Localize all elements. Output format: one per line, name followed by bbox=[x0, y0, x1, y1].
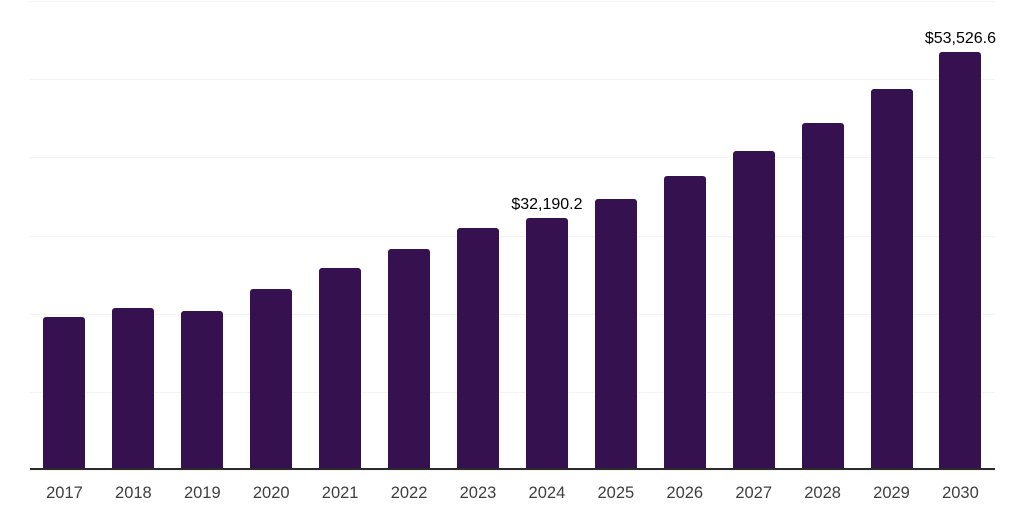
x-tick-label-2027: 2027 bbox=[735, 484, 773, 502]
x-tick-label-2018: 2018 bbox=[115, 484, 152, 502]
x-tick-label-2017: 2017 bbox=[46, 484, 83, 502]
bar-2030 bbox=[939, 51, 982, 470]
x-tick-label-2019: 2019 bbox=[183, 484, 221, 502]
gridline bbox=[30, 235, 995, 237]
bar-cell-2026 bbox=[650, 1, 719, 470]
bar-2024 bbox=[525, 218, 568, 470]
x-tick-label-2020: 2020 bbox=[252, 484, 290, 502]
gridline bbox=[30, 157, 995, 159]
x-tick-label-2025: 2025 bbox=[597, 484, 635, 502]
bar-cell-2020 bbox=[237, 1, 306, 470]
bar-cell-2024: $32,190.2 bbox=[511, 1, 583, 470]
bar-2021 bbox=[319, 267, 362, 470]
x-tick-label-2023: 2023 bbox=[459, 484, 497, 502]
x-axis-labels: 2017 2018 2019 2020 2021 2022 2023 2024 2025 2026… bbox=[30, 484, 995, 502]
x-tick-label-2026: 2026 bbox=[666, 484, 704, 502]
bars-group: $32,190.2 $53,526.6 bbox=[30, 1, 997, 470]
bar-value-label-2024: $32,190.2 bbox=[511, 196, 583, 214]
x-tick-label-2022: 2022 bbox=[390, 484, 428, 502]
bar-2027 bbox=[732, 151, 775, 470]
bar-cell-2025 bbox=[581, 1, 650, 470]
gridline bbox=[30, 470, 995, 471]
bar-cell-2030: $53,526.6 bbox=[924, 1, 997, 470]
bar-cell-2018 bbox=[99, 1, 168, 470]
bar-2020 bbox=[250, 288, 293, 470]
bar-2017 bbox=[43, 316, 86, 470]
bar-cell-2017 bbox=[30, 1, 99, 470]
bar-2028 bbox=[801, 122, 844, 470]
bar-cell-2029 bbox=[857, 1, 926, 470]
x-tick-label-2021: 2021 bbox=[321, 484, 359, 502]
bar-value-label-2030: $53,526.6 bbox=[924, 29, 997, 47]
bar-cell-2028 bbox=[788, 1, 857, 470]
bar-2029 bbox=[870, 89, 913, 470]
gridline bbox=[30, 313, 995, 315]
gridline bbox=[30, 391, 995, 393]
bar-2018 bbox=[112, 308, 155, 470]
gridline bbox=[30, 1, 995, 2]
bar-cell-2022 bbox=[375, 1, 444, 470]
bar-2019 bbox=[181, 310, 224, 470]
gridline bbox=[30, 79, 995, 81]
bar-2022 bbox=[388, 248, 431, 470]
bar-2025 bbox=[594, 198, 637, 470]
plot-area: $32,190.2 $53,526.6 bbox=[30, 1, 997, 471]
x-tick-label-2029: 2029 bbox=[873, 484, 910, 502]
x-tick-label-2024: 2024 bbox=[528, 484, 566, 502]
x-axis-line bbox=[30, 468, 995, 470]
bar-cell-2021 bbox=[306, 1, 375, 470]
bar-2023 bbox=[456, 227, 499, 470]
bar-cell-2023 bbox=[444, 1, 513, 470]
bar-2026 bbox=[663, 176, 706, 470]
bar-cell-2019 bbox=[168, 1, 237, 470]
bar-cell-2027 bbox=[719, 1, 788, 470]
x-tick-label-2028: 2028 bbox=[804, 484, 841, 502]
x-tick-label-2030: 2030 bbox=[942, 484, 979, 502]
